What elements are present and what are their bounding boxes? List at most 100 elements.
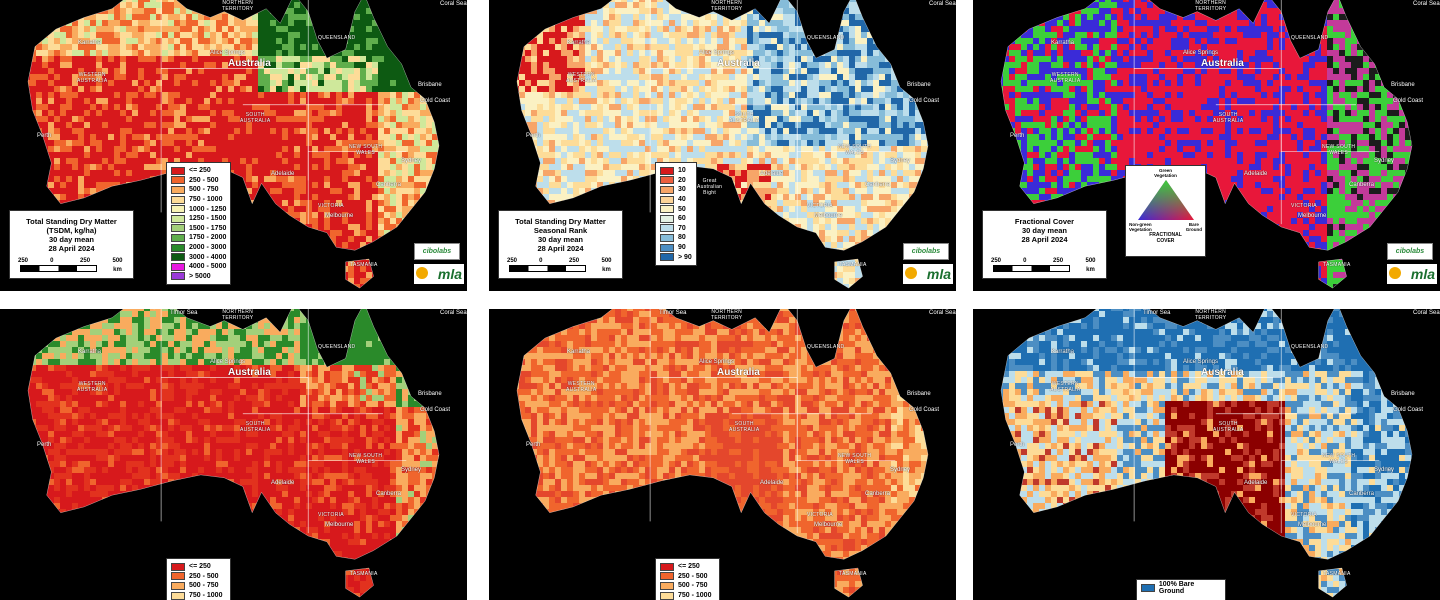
wa-label-line: WESTERN — [77, 381, 108, 387]
city-gold-coast: Gold Coast — [1393, 407, 1423, 413]
sa-label: SOUTH AUSTRALIA — [729, 112, 760, 124]
nt-label: NORTHERN TERRITORY — [222, 309, 253, 321]
legend-label: 750 - 1000 — [678, 592, 711, 599]
city-karratha: Karratha — [567, 40, 590, 46]
nt-label-line: TERRITORY — [1195, 315, 1226, 321]
city-canberra: Canberra — [865, 491, 890, 497]
legend-swatch — [171, 272, 185, 281]
legend-swatch — [171, 233, 185, 242]
legend-swatch — [171, 253, 185, 262]
nt-label: NORTHERN TERRITORY — [1195, 0, 1226, 12]
legend-label: 2000 - 3000 — [189, 244, 226, 251]
nt-label-line: NORTHERN — [1195, 309, 1226, 315]
city-sydney: Sydney — [1374, 158, 1394, 164]
legend-item: 20 — [660, 176, 692, 186]
city-karratha: Karratha — [78, 349, 101, 355]
australia-map — [1000, 309, 1413, 598]
coral-sea-label: Coral Sea — [1413, 310, 1440, 316]
legend-swatch — [660, 185, 674, 194]
city-sydney: Sydney — [401, 158, 421, 164]
city-melbourne: Melbourne — [1298, 213, 1326, 219]
wa-label-line: AUSTRALIA — [77, 78, 108, 84]
legend-item: 750 - 1000 — [171, 591, 226, 600]
nsw-label-line: WALES — [349, 459, 382, 465]
legend-swatch — [171, 243, 185, 252]
map-title-line: 28 April 2024 — [10, 244, 133, 253]
legend-swatch — [660, 166, 674, 175]
sa-label-line: AUSTRALIA — [729, 427, 760, 433]
legend-swatch — [1141, 583, 1155, 592]
city-adelaide: Adelaide — [760, 480, 783, 486]
triangle-left-label: Non-green Vegetation — [1129, 222, 1152, 232]
triangle-top-label-line: Vegetation — [1126, 173, 1205, 178]
city-adelaide: Adelaide — [760, 171, 783, 177]
cibolabs-logo: cibolabs — [414, 243, 460, 260]
country-label: Australia — [717, 367, 760, 378]
timor-sea-label: Timor Sea — [170, 310, 197, 316]
nsw-label-line: WALES — [1322, 459, 1355, 465]
wa-label-line: WESTERN — [1050, 381, 1081, 387]
legend-item: 250 - 500 — [171, 176, 226, 186]
nt-label-line: NORTHERN — [222, 0, 253, 6]
city-alice-springs: Alice Springs — [1183, 50, 1218, 56]
legend-item: <= 250 — [660, 562, 715, 572]
city-adelaide: Adelaide — [1244, 480, 1267, 486]
map-title-line: Seasonal Rank — [499, 226, 622, 235]
wa-label-line: WESTERN — [77, 72, 108, 78]
legend-item: 500 - 750 — [660, 581, 715, 591]
city-karratha: Karratha — [1051, 349, 1074, 355]
legend-swatch — [660, 233, 674, 242]
sa-label-line: SOUTH — [240, 421, 271, 427]
legend-label: 10 — [678, 167, 686, 174]
map-title-line: (TSDM, kg/ha) — [10, 226, 133, 235]
triangle-right-label: Bare Ground — [1186, 222, 1202, 232]
city-brisbane: Brisbane — [1391, 82, 1415, 88]
sa-label-line: SOUTH — [1213, 112, 1244, 118]
city-gold-coast: Gold Coast — [420, 98, 450, 104]
map-title-line: 28 April 2024 — [983, 235, 1106, 244]
legend-swatch — [660, 572, 674, 581]
city-perth: Perth — [1010, 133, 1024, 139]
city-melbourne: Melbourne — [325, 213, 353, 219]
wa-label-line: WESTERN — [1050, 72, 1081, 78]
city-sydney: Sydney — [1374, 467, 1394, 473]
map-panel-bottom-middle: Australia NORTHERN TERRITORY WESTERN AUSTRAL… — [489, 309, 956, 600]
legend-label: 60 — [678, 215, 686, 222]
legend-label: 1250 - 1500 — [189, 215, 226, 222]
legend-swatch — [660, 205, 674, 214]
wa-label: WESTERN AUSTRALIA — [77, 72, 108, 84]
city-adelaide: Adelaide — [271, 480, 294, 486]
legend-item: 500 - 750 — [171, 581, 226, 591]
mla-logo: mla — [1387, 264, 1437, 284]
map-legend: 10 20 30 40 50 60 70 80 90 > 90 — [655, 162, 697, 266]
bight-label: Great Australian Bight — [697, 178, 722, 196]
legend-label: 250 - 500 — [189, 573, 219, 580]
city-melbourne: Melbourne — [325, 522, 353, 528]
legend-label: > 90 — [678, 254, 692, 261]
map-panel-fractional-cover: Australia NORTHERN TERRITORY WESTERN AUSTRAL… — [973, 0, 1440, 291]
nt-label: NORTHERN TERRITORY — [711, 0, 742, 12]
city-perth: Perth — [37, 442, 51, 448]
legend-swatch — [171, 581, 185, 590]
scale-bar-label: 0 — [1023, 257, 1026, 266]
city-gold-coast: Gold Coast — [420, 407, 450, 413]
city-canberra: Canberra — [1349, 491, 1374, 497]
legend-label: <= 250 — [189, 563, 211, 570]
triangle-right-label-line: Bare — [1186, 222, 1202, 227]
scale-bar-label: 500 km — [1083, 257, 1098, 275]
legend-item: <= 250 — [171, 562, 226, 572]
legend-swatch — [171, 591, 185, 600]
legend-label: 750 - 1000 — [189, 592, 222, 599]
nsw-label: NEW SOUTH WALES — [1322, 453, 1355, 465]
legend-item: 250 - 500 — [171, 572, 226, 582]
city-alice-springs: Alice Springs — [699, 359, 734, 365]
city-brisbane: Brisbane — [907, 391, 931, 397]
scale-bar: 250 0 250 500 km — [18, 257, 125, 273]
city-canberra: Canberra — [376, 491, 401, 497]
nt-label: NORTHERN TERRITORY — [711, 309, 742, 321]
nsw-label-line: NEW SOUTH — [349, 144, 382, 150]
nt-label-line: NORTHERN — [222, 309, 253, 315]
map-title-box: Total Standing Dry Matter (TSDM, kg/ha) 30… — [9, 210, 134, 279]
coral-sea-label: Coral Sea — [929, 310, 956, 316]
